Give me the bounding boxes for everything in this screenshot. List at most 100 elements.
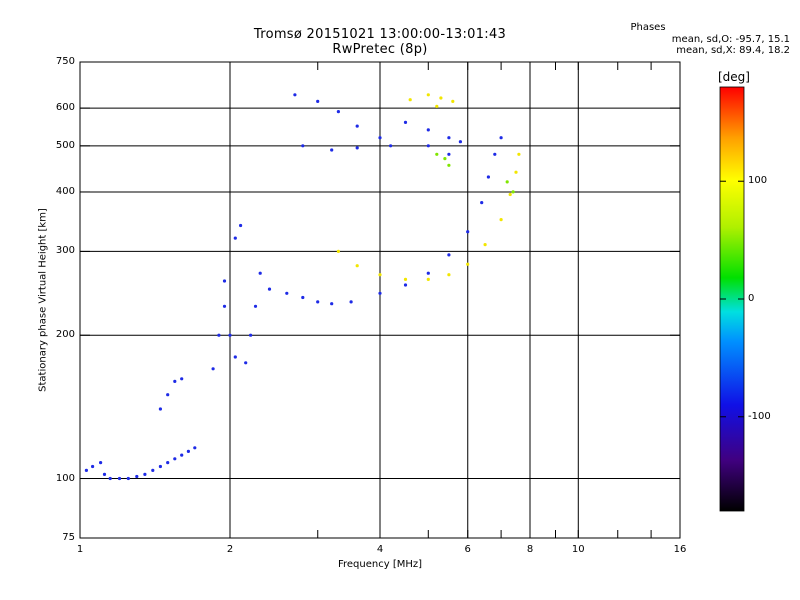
axis-ticks xyxy=(79,61,681,539)
x-tick-label: 4 xyxy=(376,544,384,555)
y-tick-label: 75 xyxy=(62,532,75,543)
data-point xyxy=(355,124,359,128)
data-point xyxy=(228,333,232,337)
data-point xyxy=(233,355,237,359)
colorbar-ticks xyxy=(720,180,744,418)
data-point xyxy=(301,144,305,148)
data-point xyxy=(486,175,490,179)
data-point xyxy=(173,379,177,383)
data-point xyxy=(222,304,227,308)
data-point xyxy=(222,279,227,283)
data-point xyxy=(435,104,439,108)
data-point xyxy=(511,190,515,194)
data-point xyxy=(447,273,451,277)
y-tick-label: 500 xyxy=(55,139,75,151)
x-tick-label: 1 xyxy=(76,544,84,555)
data-point xyxy=(355,146,359,150)
data-point xyxy=(499,218,503,222)
y-tick-label: 750 xyxy=(55,56,75,67)
scatter-points xyxy=(84,93,521,481)
data-point xyxy=(447,163,451,167)
data-point xyxy=(336,249,340,253)
data-point xyxy=(293,93,297,97)
data-point xyxy=(330,148,334,152)
data-point xyxy=(355,264,359,268)
data-point xyxy=(211,367,215,371)
data-point xyxy=(151,468,155,472)
x-axis-label: Frequency [MHz] xyxy=(337,559,423,570)
y-tick-label: 300 xyxy=(55,245,75,257)
data-point xyxy=(426,93,430,97)
data-point xyxy=(447,253,451,257)
data-point xyxy=(330,302,334,306)
x-tick-label: 2 xyxy=(226,544,234,555)
data-point xyxy=(403,120,408,124)
data-point xyxy=(493,152,497,156)
data-point xyxy=(517,152,521,156)
data-point xyxy=(316,300,320,304)
data-point xyxy=(158,407,162,411)
data-point xyxy=(158,464,162,469)
data-point xyxy=(249,333,253,337)
data-point xyxy=(102,472,107,476)
data-point xyxy=(253,304,258,308)
data-point xyxy=(426,128,430,132)
data-point xyxy=(483,243,487,247)
colorbar-tick-label: 100 xyxy=(748,175,768,187)
data-point xyxy=(458,140,462,144)
data-point xyxy=(403,277,408,281)
data-point xyxy=(480,201,484,205)
data-point xyxy=(466,262,470,266)
data-point xyxy=(316,99,320,103)
data-point xyxy=(180,453,184,457)
chart-subtitle: RwPretec (8p) xyxy=(332,42,428,57)
data-point xyxy=(408,98,412,102)
colorbar-tick-label: 0 xyxy=(748,293,755,304)
data-point xyxy=(193,446,197,450)
data-point xyxy=(173,457,177,461)
data-point xyxy=(143,472,147,476)
data-point xyxy=(447,136,451,140)
y-tick-label: 100 xyxy=(55,472,75,484)
data-point xyxy=(451,99,455,103)
data-point xyxy=(378,136,382,140)
y-tick-label: 400 xyxy=(55,185,75,197)
data-point xyxy=(336,110,340,114)
colorbar-tick-label: -100 xyxy=(748,410,771,422)
data-point xyxy=(117,476,122,481)
x-tick-label: 6 xyxy=(464,544,471,555)
grid-lines xyxy=(80,62,680,538)
data-point xyxy=(186,449,190,453)
data-point xyxy=(108,476,112,481)
data-point xyxy=(301,295,305,300)
data-point xyxy=(84,468,88,472)
data-point xyxy=(403,283,408,287)
y-tick-label: 200 xyxy=(55,329,75,341)
data-point xyxy=(447,152,451,156)
y-tick-label: 600 xyxy=(55,102,75,114)
data-point xyxy=(505,180,509,184)
data-point xyxy=(285,291,289,295)
x-tick-label: 16 xyxy=(673,544,687,555)
data-point xyxy=(166,393,170,397)
data-point xyxy=(426,277,430,281)
data-point xyxy=(443,157,447,161)
data-point xyxy=(267,287,272,291)
x-tick-label: 10 xyxy=(571,544,585,555)
stats-o-line: mean, sd,O: -95.7, 15.1 xyxy=(671,34,790,45)
x-tick-label: 8 xyxy=(526,544,534,555)
data-point xyxy=(239,223,243,228)
data-point xyxy=(389,144,393,148)
y-axis-label: Stationary phase Virtual Height [km] xyxy=(37,208,49,392)
data-point xyxy=(126,476,130,481)
data-point xyxy=(217,333,221,337)
data-point xyxy=(499,136,503,140)
data-point xyxy=(349,300,353,304)
colorbar-unit: [deg] xyxy=(718,70,750,84)
data-point xyxy=(258,271,262,275)
data-point xyxy=(99,461,103,465)
data-point xyxy=(378,291,382,295)
data-point xyxy=(439,96,443,100)
data-point xyxy=(466,230,470,234)
